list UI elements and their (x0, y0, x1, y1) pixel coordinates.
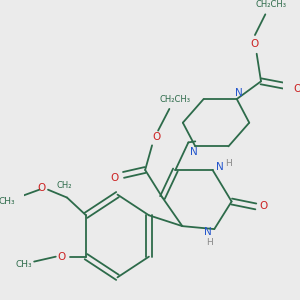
Text: O: O (293, 84, 300, 94)
Text: H: H (207, 238, 213, 247)
Text: O: O (260, 201, 268, 212)
Text: N: N (216, 162, 224, 172)
Text: CH₂: CH₂ (57, 181, 72, 190)
Text: CH₂CH₃: CH₂CH₃ (160, 94, 191, 103)
Text: H: H (225, 159, 232, 168)
Text: N: N (235, 88, 242, 98)
Text: O: O (58, 252, 66, 262)
Text: O: O (38, 183, 46, 193)
Text: O: O (250, 39, 258, 49)
Text: CH₃: CH₃ (16, 260, 32, 269)
Text: CH₂CH₃: CH₂CH₃ (256, 0, 287, 9)
Text: N: N (203, 227, 211, 237)
Text: O: O (111, 173, 119, 183)
Text: O: O (152, 133, 160, 142)
Text: CH₃: CH₃ (0, 197, 15, 206)
Text: N: N (190, 147, 197, 157)
